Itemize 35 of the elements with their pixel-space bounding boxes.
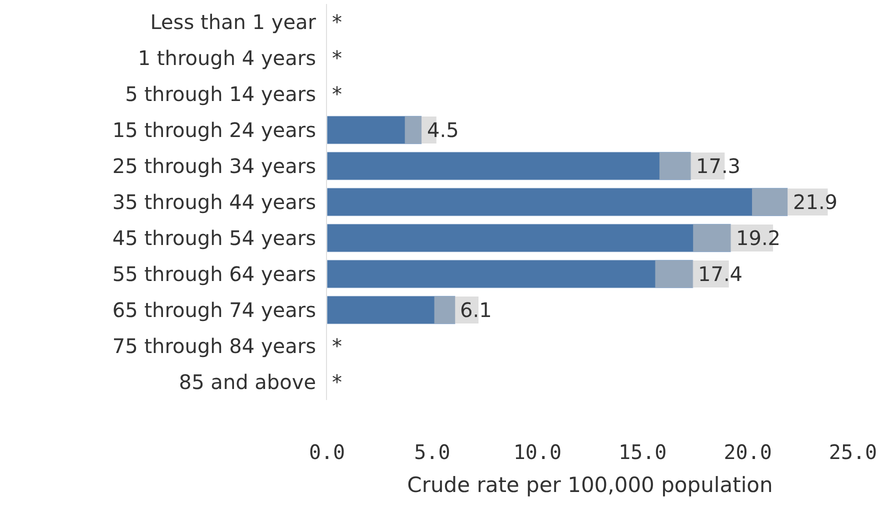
y-tick-label: 65 through 74 years [112, 298, 316, 322]
y-tick-label: 85 and above [178, 370, 316, 394]
x-tick-label: 25.0 [828, 440, 878, 464]
y-tick-label: 45 through 54 years [112, 226, 316, 250]
data-label: 6.1 [460, 298, 492, 322]
x-axis-title: Crude rate per 100,000 population [407, 473, 773, 498]
x-tick-label: 20.0 [724, 440, 772, 464]
text: * [332, 10, 342, 34]
y-tick-label: 15 through 24 years [112, 118, 316, 142]
bar [327, 260, 694, 288]
text: * [332, 334, 342, 358]
data-label: 19.2 [736, 226, 781, 250]
y-tick-label: 1 through 4 years [138, 46, 316, 70]
y-tick-label: 25 through 34 years [112, 154, 316, 178]
y-tick-label: 75 through 84 years [112, 334, 316, 358]
y-tick-label: 35 through 44 years [112, 190, 316, 214]
x-tick-label: 5.0 [414, 440, 450, 464]
data-label: 17.4 [698, 262, 743, 286]
text: * [332, 82, 342, 106]
bar [327, 116, 422, 144]
x-tick-label: 10.0 [513, 440, 562, 464]
x-tick-label: 0.0 [308, 440, 346, 464]
bar [327, 296, 456, 324]
y-tick-label: 5 through 14 years [125, 82, 316, 106]
y-tick-label: Less than 1 year [150, 10, 317, 34]
y-tick-label: 55 through 64 years [112, 262, 316, 286]
bar [327, 224, 732, 252]
text: * [332, 370, 342, 394]
data-label: 4.5 [427, 118, 459, 142]
bar [327, 152, 692, 180]
data-label: 21.9 [793, 190, 838, 214]
text: * [332, 46, 342, 70]
x-tick-label: 15.0 [618, 440, 667, 464]
bar [327, 188, 788, 216]
data-label: 17.3 [696, 154, 741, 178]
